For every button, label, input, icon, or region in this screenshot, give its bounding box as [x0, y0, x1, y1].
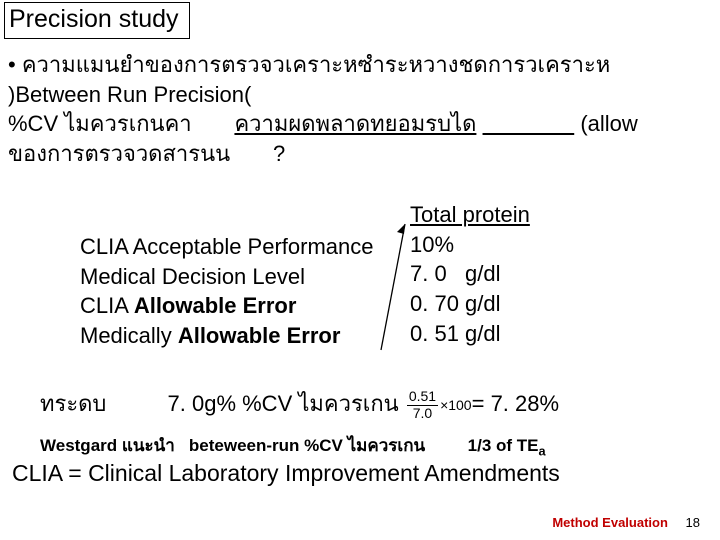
arrow-icon [373, 210, 413, 360]
line-4a: ของการตรวจวดสารนน [8, 141, 230, 166]
value-item: 0. 70 g/dl [410, 289, 530, 319]
calc-mid: 7. 0g% %CV ไมควรเกน [168, 391, 399, 416]
line-4b: ? [273, 141, 285, 166]
body-text: • ความแมนยำของการตรวจวเคราะหซำระหวางชดกา… [8, 50, 720, 169]
criteria-list: CLIA Acceptable Performance Medical Deci… [80, 232, 374, 351]
westgard-note: Westgard แนะนำ beteween-run %CV ไมควรเกน… [40, 432, 546, 459]
values-list: Total protein 10% 7. 0 g/dl 0. 70 g/dl 0… [410, 200, 530, 348]
list-item: CLIA Acceptable Performance [80, 232, 374, 262]
list-item: Medically Allowable Error [80, 321, 374, 351]
line-1: • ความแมนยำของการตรวจวเคราะหซำระหวางชดกา… [8, 50, 720, 80]
value-item: 7. 0 g/dl [410, 259, 530, 289]
line-3b: ความผดพลาดทยอมรบได [234, 111, 476, 136]
westgard-a: Westgard แนะนำ beteween-run %CV ไมควรเกน [40, 436, 425, 455]
line-2: )Between Run Precision( [8, 80, 720, 110]
page-number: 18 [686, 515, 700, 530]
calc-result: = 7. 28% [472, 391, 559, 416]
calc-level: ทระดบ [40, 391, 106, 416]
calculation-line: ทระดบ 7. 0g% %CV ไมควรเกน 0.51 7.0 ×100=… [40, 386, 559, 421]
slide-title: Precision study [4, 2, 190, 39]
fraction-den: 7.0 [407, 406, 438, 421]
fraction-num: 0.51 [407, 389, 438, 405]
westgard-sub: a [539, 443, 546, 458]
line-3: %CV ไมควรเกนคา ความผดพลาดทยอมรบได (allow [8, 109, 720, 139]
value-item: 10% [410, 230, 530, 260]
values-header: Total protein [410, 200, 530, 230]
list-item: CLIA Allowable Error [80, 291, 374, 321]
line-4: ของการตรวจวดสารนน ? [8, 139, 720, 169]
clia-definition: CLIA = Clinical Laboratory Improvement A… [12, 460, 560, 487]
westgard-b: 1/3 of TE [468, 436, 539, 455]
line-3c: (allow [580, 111, 637, 136]
fraction: 0.51 7.0 [407, 389, 438, 421]
footer-label: Method Evaluation [552, 515, 668, 530]
value-item: 0. 51 g/dl [410, 319, 530, 349]
list-item: Medical Decision Level [80, 262, 374, 292]
line-3a: %CV ไมควรเกนคา [8, 111, 192, 136]
footer: Method Evaluation 18 [552, 515, 700, 530]
multiply-100: ×100 [440, 397, 472, 413]
line-3-space [483, 111, 575, 136]
